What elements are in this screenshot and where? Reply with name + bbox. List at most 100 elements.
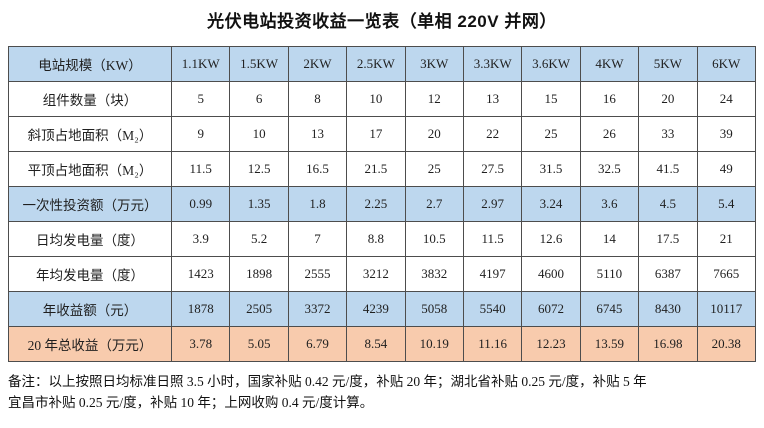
value-cell: 1.1KW	[170, 46, 231, 82]
value-cell: 41.5	[638, 151, 698, 187]
value-cell: 16.98	[638, 326, 698, 362]
value-cell: 32.5	[579, 151, 640, 187]
value-cell: 3.78	[170, 326, 231, 362]
value-cell: 2.7	[404, 186, 464, 222]
value-cell: 2505	[229, 291, 289, 327]
value-cell: 17	[346, 116, 406, 152]
value-cell: 1.5KW	[229, 46, 289, 82]
value-cell: 12.23	[521, 326, 581, 362]
value-cell: 8.54	[346, 326, 406, 362]
value-cell: 10.19	[404, 326, 464, 362]
row-label: 电站规模（KW）	[8, 46, 172, 82]
value-cell: 6KW	[696, 46, 757, 82]
table-row: 年均发电量（度） 1423 1898 2555 3212 3832 4197 4600 5110…	[8, 256, 757, 292]
value-cell: 25	[521, 116, 581, 152]
value-cell: 7665	[696, 256, 757, 292]
value-cell: 2.25	[346, 186, 406, 222]
value-cell: 6387	[638, 256, 698, 292]
row-label: 日均发电量（度）	[8, 221, 172, 257]
value-cell: 21	[696, 221, 757, 257]
value-cell: 8	[287, 81, 348, 117]
value-cell: 4239	[346, 291, 406, 327]
value-cell: 27.5	[462, 151, 523, 187]
value-cell: 25	[404, 151, 464, 187]
value-cell: 10117	[696, 291, 757, 327]
row-label: 斜顶占地面积（M₂）	[8, 116, 172, 152]
value-cell: 17.5	[638, 221, 698, 257]
value-cell: 5.05	[229, 326, 289, 362]
footnote: 备注：以上按照日均标准日照 3.5 小时，国家补贴 0.42 元/度，补贴 20…	[8, 371, 756, 413]
value-cell: 11.16	[462, 326, 523, 362]
value-cell: 20	[404, 116, 464, 152]
value-cell: 12.5	[229, 151, 289, 187]
value-cell: 9	[170, 116, 231, 152]
table-row: 年收益额（元） 1878 2505 3372 4239 5058 5540 6072 6745 8…	[8, 291, 757, 327]
value-cell: 12.6	[521, 221, 581, 257]
page-title: 光伏电站投资收益一览表（单相 220V 并网）	[207, 12, 557, 31]
value-cell: 3832	[404, 256, 464, 292]
value-cell: 6.79	[287, 326, 348, 362]
value-cell: 4KW	[579, 46, 640, 82]
value-cell: 3KW	[404, 46, 464, 82]
table-row: 一次性投资额（万元） 0.99 1.35 1.8 2.25 2.7 2.97 3.24 3.6 4…	[8, 186, 757, 222]
value-cell: 5540	[462, 291, 523, 327]
value-cell: 10.5	[404, 221, 464, 257]
value-cell: 3.6KW	[521, 46, 581, 82]
value-cell: 0.99	[170, 186, 231, 222]
value-cell: 2.97	[462, 186, 523, 222]
value-cell: 16.5	[287, 151, 348, 187]
value-cell: 5058	[404, 291, 464, 327]
value-cell: 2.5KW	[346, 46, 406, 82]
value-cell: 1878	[170, 291, 231, 327]
row-label: 一次性投资额（万元）	[8, 186, 172, 222]
value-cell: 1.8	[287, 186, 348, 222]
value-cell: 22	[462, 116, 523, 152]
value-cell: 6072	[521, 291, 581, 327]
value-cell: 8430	[638, 291, 698, 327]
value-cell: 8.8	[346, 221, 406, 257]
value-cell: 20.38	[696, 326, 757, 362]
row-label: 年均发电量（度）	[8, 256, 172, 292]
table-body: 电站规模（KW） 1.1KW 1.5KW 2KW 2.5KW 3KW 3.3KW 3.6KW 4…	[8, 46, 757, 362]
value-cell: 4197	[462, 256, 523, 292]
table-row: 斜顶占地面积（M₂） 9 10 13 17 20 22 25 26 33 39	[8, 116, 757, 152]
value-cell: 14	[579, 221, 640, 257]
value-cell: 7	[287, 221, 348, 257]
table-row: 20 年总收益（万元） 3.78 5.05 6.79 8.54 10.19 11.16 12.…	[8, 326, 757, 362]
table-row: 组件数量（块） 5 6 8 10 12 13 15 16 20 24	[8, 81, 757, 117]
value-cell: 21.5	[346, 151, 406, 187]
value-cell: 26	[579, 116, 640, 152]
value-cell: 2KW	[287, 46, 348, 82]
value-cell: 3.24	[521, 186, 581, 222]
table-row: 日均发电量（度） 3.9 5.2 7 8.8 10.5 11.5 12.6 14 17.5 21	[8, 221, 757, 257]
value-cell: 11.5	[462, 221, 523, 257]
value-cell: 11.5	[170, 151, 231, 187]
value-cell: 5	[170, 81, 231, 117]
value-cell: 6	[229, 81, 289, 117]
value-cell: 12	[404, 81, 464, 117]
value-cell: 16	[579, 81, 640, 117]
value-cell: 1423	[170, 256, 231, 292]
value-cell: 33	[638, 116, 698, 152]
value-cell: 5KW	[638, 46, 698, 82]
value-cell: 3212	[346, 256, 406, 292]
row-label: 组件数量（块）	[8, 81, 172, 117]
value-cell: 5.4	[696, 186, 757, 222]
value-cell: 49	[696, 151, 757, 187]
value-cell: 20	[638, 81, 698, 117]
value-cell: 5.2	[229, 221, 289, 257]
value-cell: 10	[346, 81, 406, 117]
row-label: 年收益额（元）	[8, 291, 172, 327]
value-cell: 3.9	[170, 221, 231, 257]
value-cell: 13.59	[579, 326, 640, 362]
footnote-line-2: 宜昌市补贴 0.25 元/度，补贴 10 年；上网收购 0.4 元/度计算。	[8, 395, 374, 410]
value-cell: 13	[287, 116, 348, 152]
table-row: 电站规模（KW） 1.1KW 1.5KW 2KW 2.5KW 3KW 3.3KW 3.6KW 4…	[8, 46, 757, 82]
table-row: 平顶占地面积（M₂） 11.5 12.5 16.5 21.5 25 27.5 31.5 32.5…	[8, 151, 757, 187]
pv-income-table: 电站规模（KW） 1.1KW 1.5KW 2KW 2.5KW 3KW 3.3KW 3.6KW 4…	[8, 46, 757, 362]
value-cell: 4600	[521, 256, 581, 292]
value-cell: 39	[696, 116, 757, 152]
value-cell: 1.35	[229, 186, 289, 222]
value-cell: 6745	[579, 291, 640, 327]
